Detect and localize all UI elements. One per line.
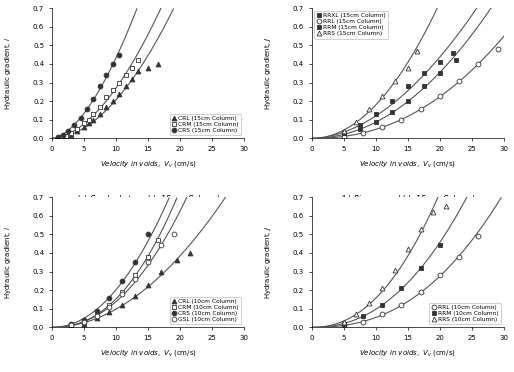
- Legend: CRL (10cm Column), CRM (10cm Column), CRS (10cm Column), GSL (10cm Column): CRL (10cm Column), CRM (10cm Column), CR…: [170, 297, 241, 324]
- Y-axis label: Hydraulic gradient, $\mathit{i}$: Hydraulic gradient, $\mathit{i}$: [3, 36, 13, 110]
- Legend: CRL (15cm Column), CRM (15cm Column), CRS (15cm Column): CRL (15cm Column), CRM (15cm Column), CR…: [170, 114, 241, 135]
- Text: (b) River gravel ($d$=15 $cm$ Column): (b) River gravel ($d$=15 $cm$ Column): [340, 193, 475, 206]
- Y-axis label: Hydraulic gradient, $\mathit{J}$: Hydraulic gradient, $\mathit{J}$: [263, 225, 273, 299]
- Legend: RRL (10cm Column), RRM (10cm Column), RRS (10cm Column): RRL (10cm Column), RRM (10cm Column), RR…: [429, 303, 501, 324]
- Legend: RRXL (15cm Column), RRL (15cm Column), RRM (15cm Column), RRS (15cm Column): RRXL (15cm Column), RRL (15cm Column), R…: [315, 11, 388, 39]
- X-axis label: $\mathit{Velocity\ in\ voids,\ V_v}$ (cm/s): $\mathit{Velocity\ in\ voids,\ V_v}$ (cm…: [100, 158, 196, 169]
- X-axis label: $\mathit{Velocity\ in\ voids,\ V_v}$ (cm/s): $\mathit{Velocity\ in\ voids,\ V_v}$ (cm…: [359, 347, 456, 357]
- Y-axis label: Hydraulic gradient, $\mathit{J}$: Hydraulic gradient, $\mathit{J}$: [263, 36, 273, 110]
- Text: (a) Crushed stone ($d$=15 $cm$ Column): (a) Crushed stone ($d$=15 $cm$ Column): [76, 193, 220, 205]
- Y-axis label: Hydraulic gradient, $\mathit{i}$: Hydraulic gradient, $\mathit{i}$: [3, 225, 13, 299]
- X-axis label: $\mathit{Velocity\ in\ voids,\ V_v}$ (cm/s): $\mathit{Velocity\ in\ voids,\ V_v}$ (cm…: [359, 158, 456, 169]
- X-axis label: $\mathit{Velocity\ in\ voids,\ V_v}$ (cm/s): $\mathit{Velocity\ in\ voids,\ V_v}$ (cm…: [100, 347, 196, 357]
